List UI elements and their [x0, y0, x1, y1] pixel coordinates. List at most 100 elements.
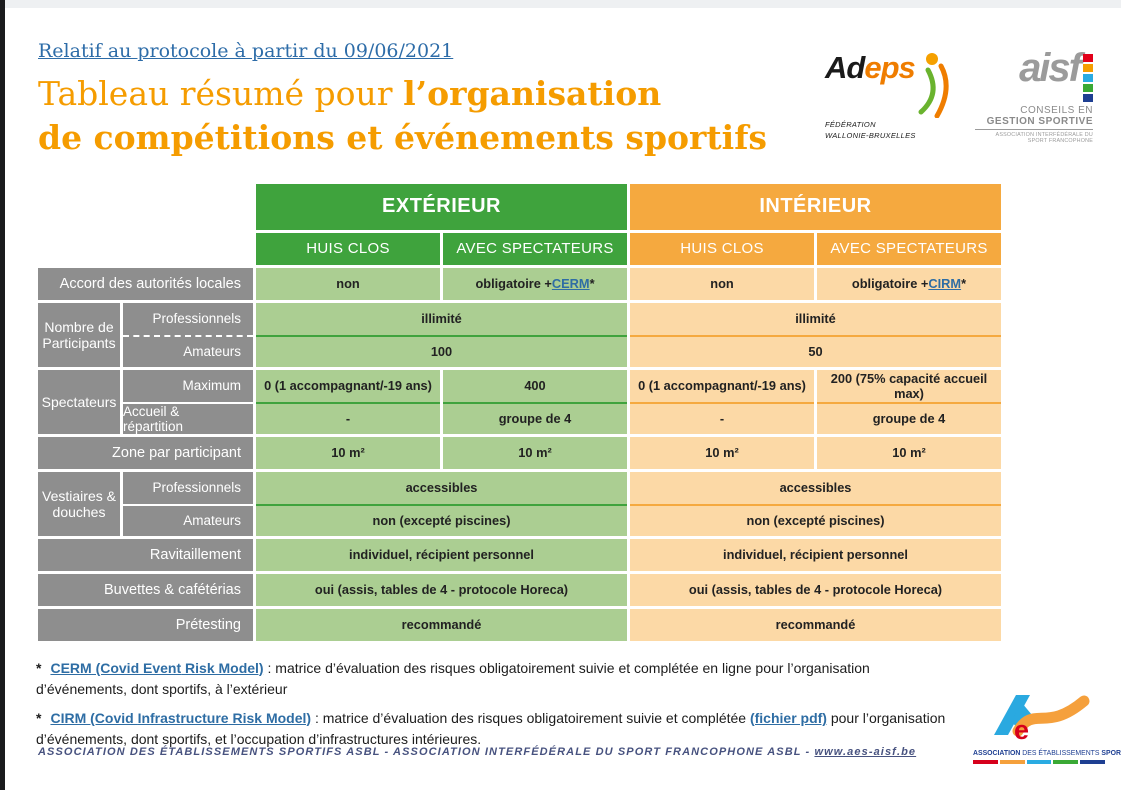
group-label-spectateurs: Spectateurs [38, 369, 120, 434]
cell-ravitaillement-ext: individuel, récipient personnel [256, 538, 627, 571]
footnotes: * CERM (Covid Event Risk Model) : matrice… [36, 658, 958, 750]
cell-participants-pro-int: illimité [795, 311, 836, 327]
cell-buvettes-ext: oui (assis, tables de 4 - protocole Hore… [256, 573, 627, 606]
cell-spect-acc-ext-hc: - [256, 401, 440, 434]
cerm-footnote-link[interactable]: CERM (Covid Event Risk Model) [50, 659, 264, 676]
row-label-vestiaires-ama: Amateurs [123, 503, 253, 536]
cell-vestiaires-pro-int: accessibles [779, 480, 852, 496]
row-label-spectateurs-accueil: Accueil & répartition [123, 401, 253, 434]
cell-zone-int-sp: 10 m² [817, 436, 1001, 469]
cirm-link[interactable]: CIRM [928, 276, 962, 292]
cell-accord-ext-sp: obligatoire + CERM * [443, 267, 627, 300]
col-header-exterieur: EXTÉRIEUR [256, 183, 627, 230]
subheader-ext-huis-clos: HUIS CLOS [256, 232, 440, 265]
cell-spect-acc-int-sp: groupe de 4 [817, 401, 1001, 434]
table-row-zone: Zone par participant 10 m² 10 m² 10 m² 1… [38, 436, 1001, 469]
cell-participants-ama-ext: 100 [256, 334, 627, 367]
aisf-tagline2: GESTION SPORTIVE [975, 116, 1093, 130]
table-row-main-header: EXTÉRIEUR INTÉRIEUR [38, 183, 1001, 230]
table-group-spectateurs: Spectateurs Maximum Accueil & répartitio… [38, 369, 1001, 434]
page-left-edge [0, 0, 5, 790]
title-line2: de compétitions et événements sportifs [38, 117, 767, 157]
cirm-footnote-link[interactable]: CIRM (Covid Infrastructure Risk Model) [50, 709, 312, 726]
cell-participants-pro-ext: illimité [421, 311, 462, 327]
aisf-subline: ASSOCIATION INTERFÉDÉRALE DU SPORT FRANC… [995, 132, 1093, 144]
footer-website-link[interactable]: www.aes-aisf.be [814, 746, 917, 758]
page-top-edge [0, 0, 1121, 8]
row-label-buvettes: Buvettes & cafétérias [38, 573, 253, 606]
cell-pretesting-ext: recommandé [256, 608, 627, 641]
group-label-participants: Nombre de Participants [38, 302, 120, 367]
aisf-color-squares-icon [1083, 54, 1093, 102]
adeps-logo: Adeps FÉDÉRATION WALLONIE-BRUXELLES [825, 52, 953, 140]
cell-spect-acc-ext-sp: groupe de 4 [443, 401, 627, 434]
title-regular: Tableau résumé pour [38, 74, 404, 113]
table-group-participants: Nombre de Participants Professionnels Am… [38, 302, 1001, 367]
row-label-ravitaillement: Ravitaillement [38, 538, 253, 571]
cell-spect-acc-int-hc: - [630, 401, 814, 434]
footnote-cirm-text-after: pour l’organisation d’événements, dont s… [36, 709, 946, 747]
cell-vestiaires-pro-ext: accessibles [405, 480, 478, 496]
footer-text: ASSOCIATION DES ÉTABLISSEMENTS SPORTIFS … [38, 746, 815, 758]
svg-text:e: e [1014, 715, 1029, 743]
cell-accord-int-hc: non [630, 267, 814, 300]
aisf-tagline1: CONSEILS EN [1020, 105, 1093, 116]
row-label-participants-pro: Professionnels [123, 302, 253, 335]
row-label-participants-ama: Amateurs [123, 334, 253, 367]
aisf-wordmark: aisf [1019, 46, 1082, 90]
cell-pretesting-int: recommandé [630, 608, 1001, 641]
page-title: Tableau résumé pour l’organisation de com… [38, 72, 1121, 160]
cell-vestiaires-ama-ext: non (excepté piscines) [256, 503, 627, 536]
table-row-buvettes: Buvettes & cafétérias oui (assis, tables… [38, 573, 1001, 606]
footnote-cerm: * CERM (Covid Event Risk Model) : matrice… [36, 659, 870, 697]
summary-table: EXTÉRIEUR INTÉRIEUR HUIS CLOS AVEC SPECT… [38, 183, 1001, 641]
cell-spect-max-ext-sp: 400 [524, 378, 546, 394]
protocol-link[interactable]: Relatif au protocole à partir du 09/06/2… [38, 40, 454, 62]
document-header: Relatif au protocole à partir du 09/06/2… [0, 0, 1121, 160]
cell-zone-ext-sp: 10 m² [443, 436, 627, 469]
aes-logo: e ASSOCIATION DES ÉTABLISSEMENTS SPORTIF… [973, 691, 1121, 764]
cell-buvettes-int: oui (assis, tables de 4 - protocole Hore… [630, 573, 1001, 606]
document-footer: ASSOCIATION DES ÉTABLISSEMENTS SPORTIFS … [38, 746, 916, 758]
cell-accord-int-sp: obligatoire + CIRM * [817, 267, 1001, 300]
title-bold: l’organisation [403, 74, 662, 113]
table-row-sub-header: HUIS CLOS AVEC SPECTATEURS HUIS CLOS AVE… [38, 232, 1001, 265]
footnote-cerm-text: : matrice d’évaluation des risques oblig… [36, 659, 870, 697]
logo-group: Adeps FÉDÉRATION WALLONIE-BRUXELLES aisf [825, 46, 1093, 144]
table-row-accord: Accord des autorités locales non obligat… [38, 267, 1001, 300]
footnote-cirm-text-before: : matrice d’évaluation des risques oblig… [311, 709, 750, 726]
cell-zone-int-hc: 10 m² [630, 436, 814, 469]
cell-vestiaires-ama-int: non (excepté piscines) [630, 503, 1001, 536]
cell-spect-max-ext-hc: 0 (1 accompagnant/-19 ans) [264, 378, 432, 394]
adeps-subline1: FÉDÉRATION [825, 120, 876, 129]
row-label-zone: Zone par participant [38, 436, 253, 469]
col-header-interieur: INTÉRIEUR [630, 183, 1001, 230]
row-label-pretesting: Prétesting [38, 608, 253, 641]
aes-color-bar-icon [973, 760, 1105, 764]
table-row-pretesting: Prétesting recommandé recommandé [38, 608, 1001, 641]
subheader-ext-avec-spectateurs: AVEC SPECTATEURS [443, 232, 627, 265]
adeps-figure-icon [918, 53, 949, 118]
cell-participants-ama-int: 50 [630, 334, 1001, 367]
aes-mark-icon: e [994, 695, 1090, 745]
row-label-spectateurs-max: Maximum [123, 369, 253, 402]
cell-ravitaillement-int: individuel, récipient personnel [630, 538, 1001, 571]
cell-zone-ext-hc: 10 m² [256, 436, 440, 469]
cell-spect-max-int-sp: 200 (75% capacité accueil max) [830, 370, 988, 401]
adeps-wordmark: Adeps [825, 50, 916, 85]
fichier-pdf-link[interactable]: (fichier pdf) [749, 709, 827, 726]
group-label-vestiaires: Vestiaires & douches [38, 471, 120, 536]
aes-caption: ASSOCIATION DES ÉTABLISSEMENTS SPORTIFS [973, 750, 1121, 757]
row-label-vestiaires-pro: Professionnels [123, 471, 253, 504]
subheader-int-avec-spectateurs: AVEC SPECTATEURS [817, 232, 1001, 265]
cell-spect-max-int-hc: 0 (1 accompagnant/-19 ans) [638, 378, 806, 394]
footnote-cirm: * CIRM (Covid Infrastructure Risk Model) … [36, 709, 946, 747]
table-group-vestiaires: Vestiaires & douches Professionnels Amat… [38, 471, 1001, 536]
aisf-logo: aisf CONSEILS EN GESTION SPORTIVE ASSOCI… [975, 46, 1093, 144]
cerm-link[interactable]: CERM [551, 276, 590, 292]
subheader-int-huis-clos: HUIS CLOS [630, 232, 814, 265]
adeps-subline2: WALLONIE-BRUXELLES [825, 131, 916, 140]
row-label-accord: Accord des autorités locales [38, 267, 253, 300]
cell-accord-ext-hc: non [256, 267, 440, 300]
